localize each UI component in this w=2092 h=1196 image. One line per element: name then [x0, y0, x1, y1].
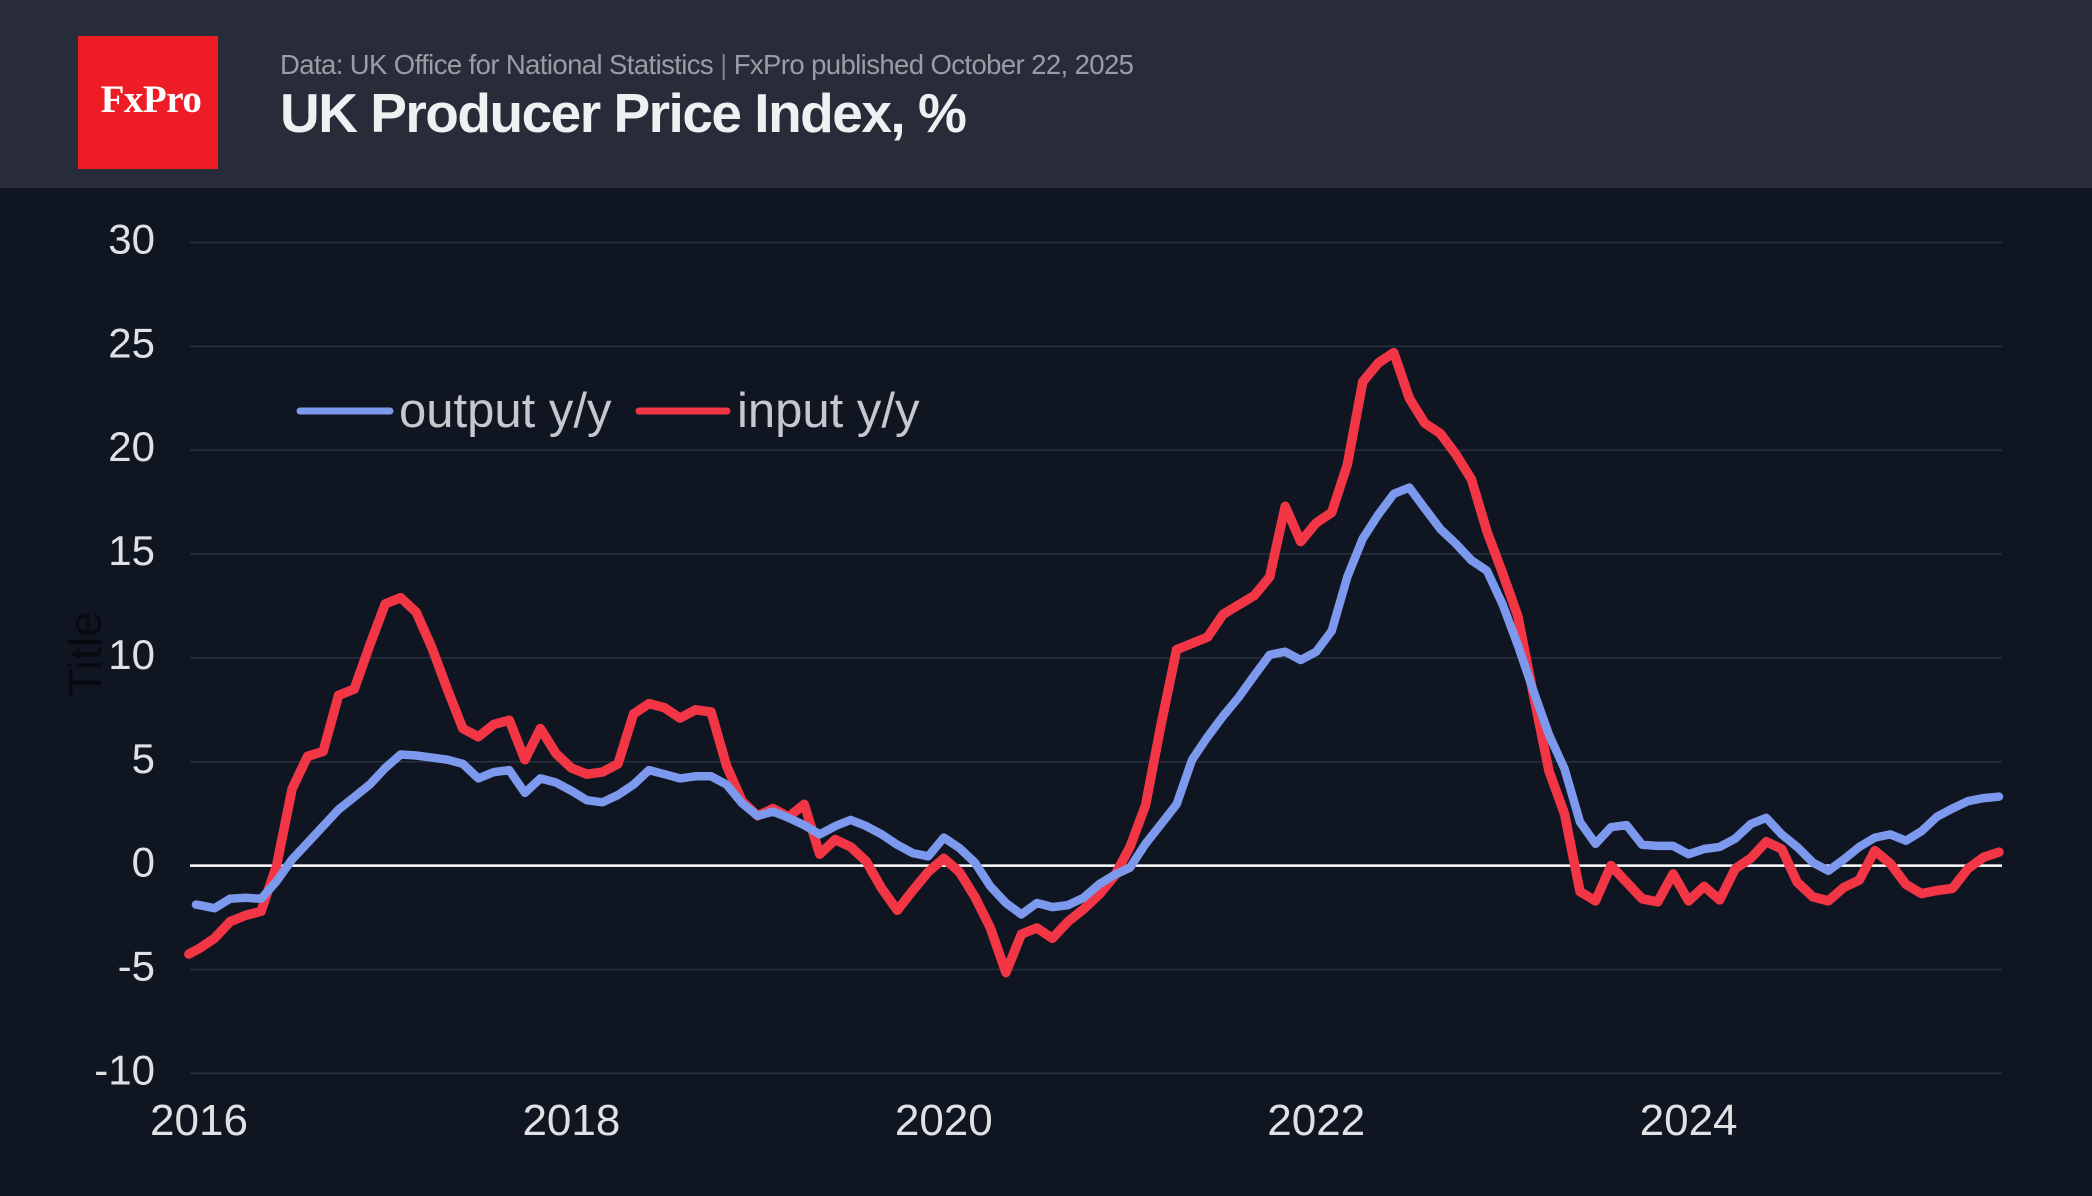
svg-text:15: 15 [108, 527, 155, 574]
svg-text:0: 0 [132, 839, 155, 886]
svg-text:Data: UK Office for National S: Data: UK Office for National Statistics … [280, 49, 1134, 80]
svg-text:2022: 2022 [1267, 1096, 1365, 1145]
svg-text:10: 10 [108, 631, 155, 678]
svg-text:25: 25 [108, 319, 155, 366]
svg-text:30: 30 [108, 216, 155, 263]
svg-text:-10: -10 [94, 1046, 155, 1093]
svg-text:2018: 2018 [522, 1096, 620, 1145]
svg-text:output y/y: output y/y [399, 384, 612, 438]
svg-text:2024: 2024 [1640, 1096, 1738, 1145]
svg-text:2016: 2016 [150, 1096, 248, 1145]
svg-text:-5: -5 [118, 943, 155, 990]
svg-text:2020: 2020 [895, 1096, 993, 1145]
svg-text:FxPro: FxPro [101, 78, 202, 121]
svg-text:UK Producer Price Index, %: UK Producer Price Index, % [280, 82, 966, 144]
svg-text:20: 20 [108, 423, 155, 470]
svg-text:input y/y: input y/y [737, 384, 920, 438]
svg-text:Title: Title [59, 611, 111, 696]
svg-text:5: 5 [132, 735, 155, 782]
